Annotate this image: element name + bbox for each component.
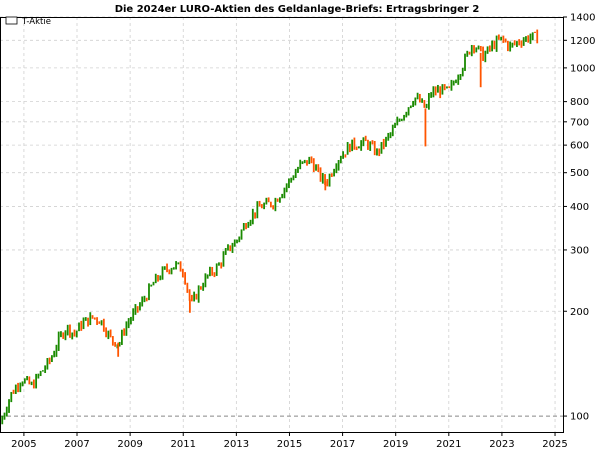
y-tick-label: 1000 — [570, 63, 595, 74]
chart-title: Die 2024er LURO-Aktien des Geldanlage-Br… — [115, 4, 480, 15]
y-tick-label: 800 — [570, 97, 589, 108]
y-tick-label: 1200 — [570, 36, 595, 47]
x-tick-label: 2007 — [64, 439, 89, 450]
y-tick-label: 200 — [570, 307, 589, 318]
y-tick-label: 100 — [570, 412, 589, 423]
legend-entry: T-Aktie — [21, 17, 51, 27]
y-tick-label: 1400 — [570, 13, 595, 24]
y-tick-label: 700 — [570, 117, 589, 128]
y-tick-label: 400 — [570, 202, 589, 213]
y-tick-label: 500 — [570, 168, 589, 179]
price-bars — [1, 29, 539, 425]
y-tick-label: 300 — [570, 245, 589, 256]
y-tick-label: 600 — [570, 141, 589, 152]
legend-swatch — [5, 16, 18, 25]
x-tick-label: 2019 — [383, 439, 408, 450]
y-axis: 100 200 300 400 500 600 700 800 1000 1200 1400 — [563, 13, 595, 423]
x-tick-label: 2013 — [224, 439, 249, 450]
x-tick-label: 2025 — [542, 439, 567, 450]
x-tick-label: 2021 — [436, 439, 461, 450]
x-tick-label: 2017 — [330, 439, 355, 450]
x-tick-label: 2005 — [11, 439, 36, 450]
x-axis: 2005 2007 2009 2011 2013 2015 2017 2019 2021 2023… — [11, 432, 568, 450]
x-tick-label: 2023 — [489, 439, 514, 450]
legend: T-Aktie — [5, 16, 51, 27]
plot-frame — [0, 17, 564, 433]
x-tick-label: 2009 — [117, 439, 142, 450]
x-tick-label: 2015 — [277, 439, 302, 450]
grid — [0, 16, 563, 432]
x-tick-label: 2011 — [171, 439, 196, 450]
